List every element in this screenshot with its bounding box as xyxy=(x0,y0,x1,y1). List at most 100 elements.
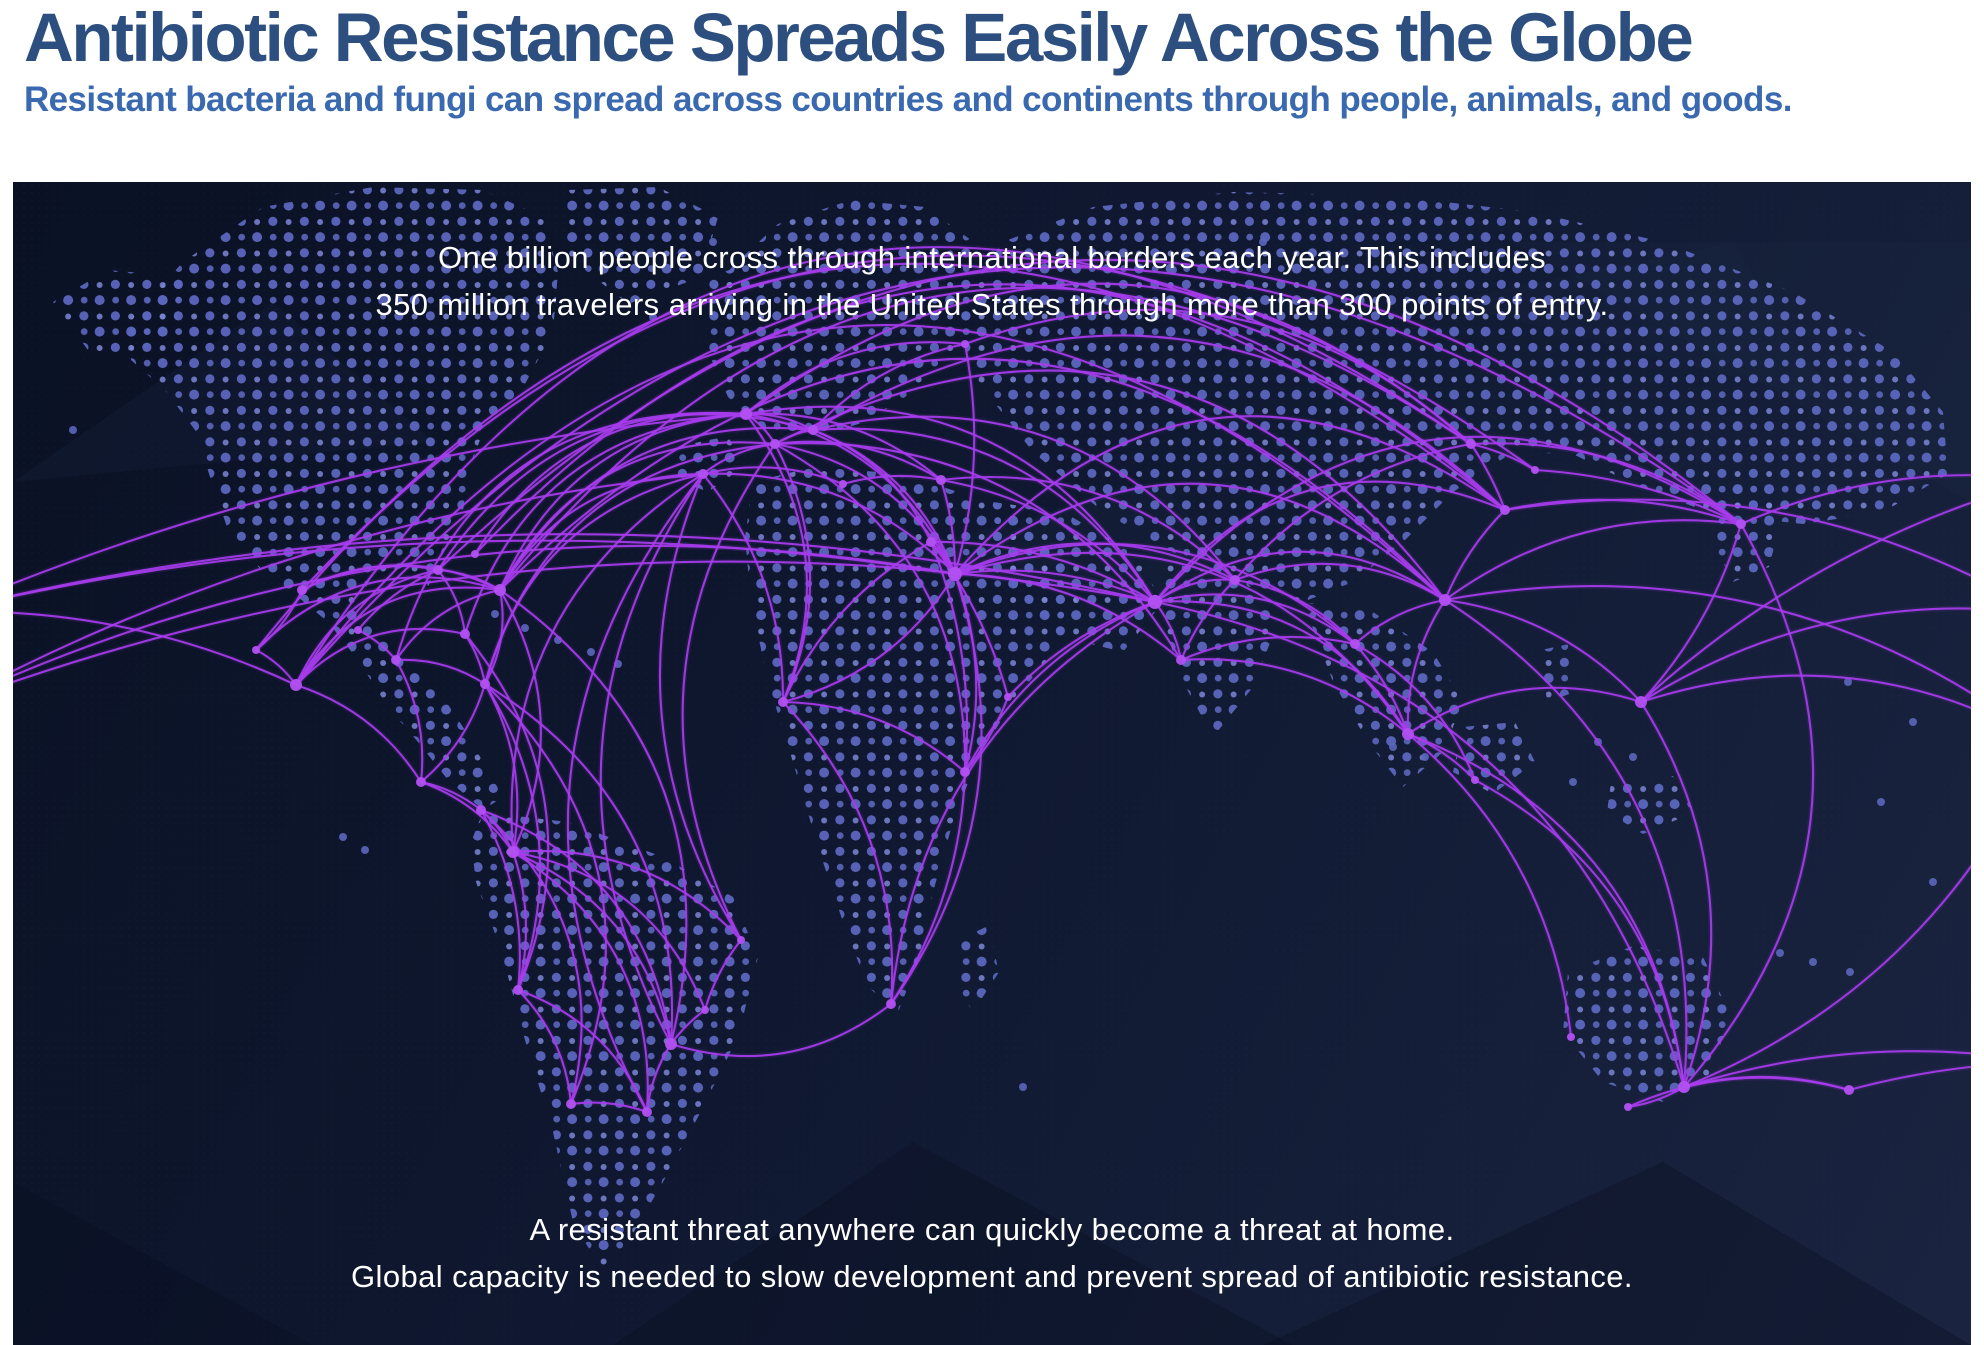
route-arc xyxy=(954,415,1506,575)
hub-node xyxy=(778,697,788,707)
hub-node xyxy=(886,999,896,1009)
route-arc xyxy=(1683,523,1815,1088)
route-arc xyxy=(745,282,1472,445)
route-arc xyxy=(953,343,976,575)
route-arc xyxy=(484,683,607,1105)
hub-node xyxy=(936,475,946,485)
route-arc xyxy=(566,473,704,1113)
route-arc xyxy=(954,569,1156,603)
hub-node xyxy=(701,1006,709,1014)
route-arc xyxy=(1154,600,1686,1088)
continent-europe xyxy=(701,200,981,438)
hub-node xyxy=(808,425,818,435)
route-arc xyxy=(295,266,1742,686)
hub-node xyxy=(1844,1085,1854,1095)
hub-node xyxy=(1471,776,1479,784)
route-arc xyxy=(964,601,1156,773)
map-caption-bottom: A resistant threat anywhere can quickly … xyxy=(13,1206,1971,1300)
route-arc xyxy=(954,482,1446,601)
route-arc xyxy=(1534,468,1742,525)
continent-north_america xyxy=(128,187,558,810)
route-arc xyxy=(782,573,956,704)
route-arc xyxy=(295,324,1446,686)
route-arc xyxy=(1354,643,1409,735)
hub-node xyxy=(507,846,519,858)
hub-node xyxy=(961,340,969,348)
route-arc xyxy=(499,286,1472,591)
route-arc xyxy=(782,701,894,1005)
route-arc xyxy=(702,473,785,703)
hub-node xyxy=(698,469,708,479)
route-arc xyxy=(1848,1065,1971,1092)
route-arc xyxy=(890,771,967,1005)
continent-africa xyxy=(745,467,1078,1012)
route-arc xyxy=(13,533,1156,604)
route-arc xyxy=(774,443,812,703)
route-arc xyxy=(1470,442,1536,471)
route-arc xyxy=(512,851,673,1045)
hub-node xyxy=(476,805,486,815)
route-arc xyxy=(1640,523,1743,703)
hub-node xyxy=(1567,1033,1575,1041)
route-arc xyxy=(745,341,966,415)
route-arc xyxy=(1007,601,1156,698)
route-arc xyxy=(499,426,814,591)
route-arc xyxy=(703,939,742,1011)
route-arc xyxy=(1406,599,1446,735)
hub-node xyxy=(1466,439,1476,449)
route-arc xyxy=(782,700,966,773)
route-arc xyxy=(1234,562,1446,601)
route-arc xyxy=(13,560,1156,684)
route-arc xyxy=(484,683,542,991)
route-arc xyxy=(1640,607,1971,703)
route-arc xyxy=(510,473,704,853)
hub-node xyxy=(1500,505,1510,515)
route-arc xyxy=(745,412,942,481)
route-arc xyxy=(930,540,1156,603)
route-arc xyxy=(812,429,956,575)
route-arc xyxy=(395,588,501,661)
route-arc xyxy=(395,659,424,783)
route-arc xyxy=(1640,501,1971,703)
hub-node xyxy=(297,585,307,595)
hub-node xyxy=(354,626,362,634)
hub-node xyxy=(770,439,780,449)
continent-india xyxy=(1163,562,1278,737)
route-arc xyxy=(812,415,1236,581)
route-arc xyxy=(1154,435,1742,603)
route-arc xyxy=(512,851,649,1113)
route-arc xyxy=(889,601,1156,1005)
map-caption-bottom-line1: A resistant threat anywhere can quickly … xyxy=(529,1212,1455,1247)
map-caption-top-line2: 350 million travelers arriving in the Un… xyxy=(375,287,1609,322)
route-arc xyxy=(1627,1076,1850,1108)
continent-madagascar xyxy=(953,926,999,1012)
map-caption-bottom-line2: Global capacity is needed to slow develo… xyxy=(351,1259,1633,1294)
route-arc xyxy=(255,589,303,651)
route-arc xyxy=(13,472,704,673)
route-arc xyxy=(483,442,776,685)
route-arc xyxy=(512,851,528,991)
route-arc xyxy=(1683,864,1971,1088)
hub-node xyxy=(252,646,260,654)
hub-node xyxy=(391,655,401,665)
map-caption-top-line1: One billion people cross through interna… xyxy=(437,240,1547,275)
route-arc xyxy=(420,781,514,853)
route-arc xyxy=(930,541,1010,698)
route-arc xyxy=(1180,635,1356,661)
hub-node xyxy=(948,567,962,581)
route-arc xyxy=(357,569,439,631)
hub-node xyxy=(513,985,523,995)
route-arc xyxy=(1154,480,1506,603)
route-arc xyxy=(774,369,1446,601)
page-subtitle: Resistant bacteria and fungi can spread … xyxy=(24,80,1792,120)
route-arc xyxy=(1354,643,1476,781)
route-arc xyxy=(812,342,966,431)
hub-node xyxy=(740,408,752,420)
route-arc xyxy=(670,1003,892,1058)
hub-node xyxy=(433,565,443,575)
hub-node xyxy=(471,550,479,558)
hub-node xyxy=(1402,728,1414,740)
route-arc xyxy=(1154,600,1409,735)
route-arc xyxy=(295,568,439,686)
route-arc xyxy=(517,989,573,1105)
